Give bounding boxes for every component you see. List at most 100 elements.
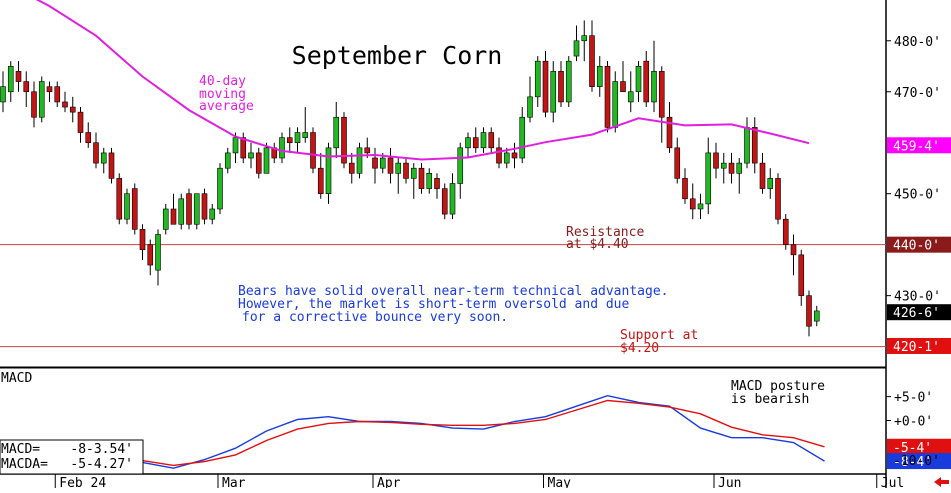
candle bbox=[783, 214, 788, 250]
candle-body bbox=[512, 153, 517, 158]
candle bbox=[481, 127, 486, 152]
candle-body bbox=[156, 234, 161, 270]
candle bbox=[590, 20, 595, 91]
candle-body bbox=[109, 153, 114, 178]
chart-frame bbox=[0, 0, 886, 488]
candle bbox=[342, 112, 347, 168]
candle bbox=[32, 82, 37, 128]
candle-body bbox=[303, 133, 308, 138]
candle bbox=[427, 168, 432, 193]
candle bbox=[768, 168, 773, 199]
candle-body bbox=[535, 61, 540, 97]
candle-body bbox=[125, 194, 130, 219]
candle bbox=[303, 107, 308, 143]
candle bbox=[163, 204, 168, 235]
candle-body bbox=[466, 138, 471, 148]
candle bbox=[574, 25, 579, 61]
candle bbox=[737, 158, 742, 194]
candle-body bbox=[280, 138, 285, 158]
price-tick-label: 450-0' bbox=[894, 188, 941, 203]
macd-panel: +5-0'+0-0'-5-4'-8-4' bbox=[50, 391, 951, 470]
candle-body bbox=[799, 255, 804, 296]
left-arrow-icon[interactable] bbox=[934, 477, 949, 487]
candle bbox=[140, 224, 145, 260]
candle-body bbox=[698, 204, 703, 209]
candle-body bbox=[55, 87, 60, 102]
candle-body bbox=[287, 138, 292, 143]
candle-body bbox=[334, 117, 339, 148]
price-tick-label: 480-0' bbox=[894, 35, 941, 50]
candle bbox=[256, 148, 261, 179]
candle-body bbox=[745, 127, 750, 163]
candle bbox=[70, 97, 75, 122]
candle-body bbox=[202, 194, 207, 219]
candle-body bbox=[47, 87, 52, 92]
candle-body bbox=[566, 61, 571, 102]
candle-body bbox=[683, 178, 688, 198]
candle-body bbox=[442, 189, 447, 214]
candle bbox=[442, 184, 447, 220]
moving-average-line bbox=[3, 0, 809, 159]
candle bbox=[24, 71, 29, 107]
candle bbox=[659, 66, 664, 142]
candle-body bbox=[690, 199, 695, 209]
macd-tick-label: +5-0' bbox=[894, 391, 933, 406]
candle bbox=[63, 92, 68, 112]
time-tick-label: Mar bbox=[222, 476, 246, 488]
candle bbox=[39, 76, 44, 122]
candle-body bbox=[148, 245, 153, 265]
candle-body bbox=[776, 178, 781, 219]
candle-body bbox=[582, 36, 587, 41]
candle-body bbox=[194, 194, 199, 225]
candle-body bbox=[481, 133, 486, 148]
candle bbox=[814, 306, 819, 326]
candle bbox=[55, 82, 60, 107]
candle bbox=[78, 107, 83, 143]
candle bbox=[419, 163, 424, 194]
candle bbox=[535, 56, 540, 107]
candle bbox=[675, 138, 680, 184]
candle bbox=[218, 163, 223, 214]
time-tick-label: May bbox=[548, 476, 572, 488]
candle-body bbox=[70, 107, 75, 112]
candle bbox=[187, 189, 192, 230]
candle bbox=[109, 148, 114, 184]
candle bbox=[357, 143, 362, 179]
candle-body bbox=[597, 66, 602, 86]
candle-body bbox=[675, 148, 680, 179]
candle bbox=[528, 76, 533, 122]
candle bbox=[582, 20, 587, 61]
candle bbox=[241, 133, 246, 164]
candle-body bbox=[574, 41, 579, 56]
candle-body bbox=[140, 229, 145, 249]
macda-readout-label: MACDA= bbox=[1, 457, 48, 472]
candle-body bbox=[78, 112, 83, 132]
macd-readout-label: MACD= bbox=[1, 442, 40, 457]
candle-body bbox=[295, 133, 300, 143]
candle-body bbox=[380, 158, 385, 168]
candle bbox=[101, 148, 106, 173]
price-tick-label: 470-0' bbox=[894, 86, 941, 101]
candle-body bbox=[636, 66, 641, 91]
time-tick-label: Feb 24 bbox=[59, 476, 106, 488]
candle-body bbox=[249, 153, 254, 158]
candle-body bbox=[187, 194, 192, 225]
candle bbox=[396, 158, 401, 194]
candle-body bbox=[365, 148, 370, 153]
candle bbox=[388, 148, 393, 184]
candle-body bbox=[543, 61, 548, 112]
commentary-line-3: for a corrective bounce very soon. bbox=[242, 310, 508, 325]
candle bbox=[272, 143, 277, 163]
candle bbox=[652, 41, 657, 112]
candle-body bbox=[24, 82, 29, 92]
candle bbox=[559, 61, 564, 107]
candle-body bbox=[652, 71, 657, 102]
candle bbox=[287, 127, 292, 152]
candle-body bbox=[210, 209, 215, 219]
candle bbox=[280, 133, 285, 164]
candle-body bbox=[39, 82, 44, 118]
candle-body bbox=[520, 117, 525, 158]
candle-body bbox=[590, 36, 595, 87]
candle bbox=[156, 229, 161, 285]
